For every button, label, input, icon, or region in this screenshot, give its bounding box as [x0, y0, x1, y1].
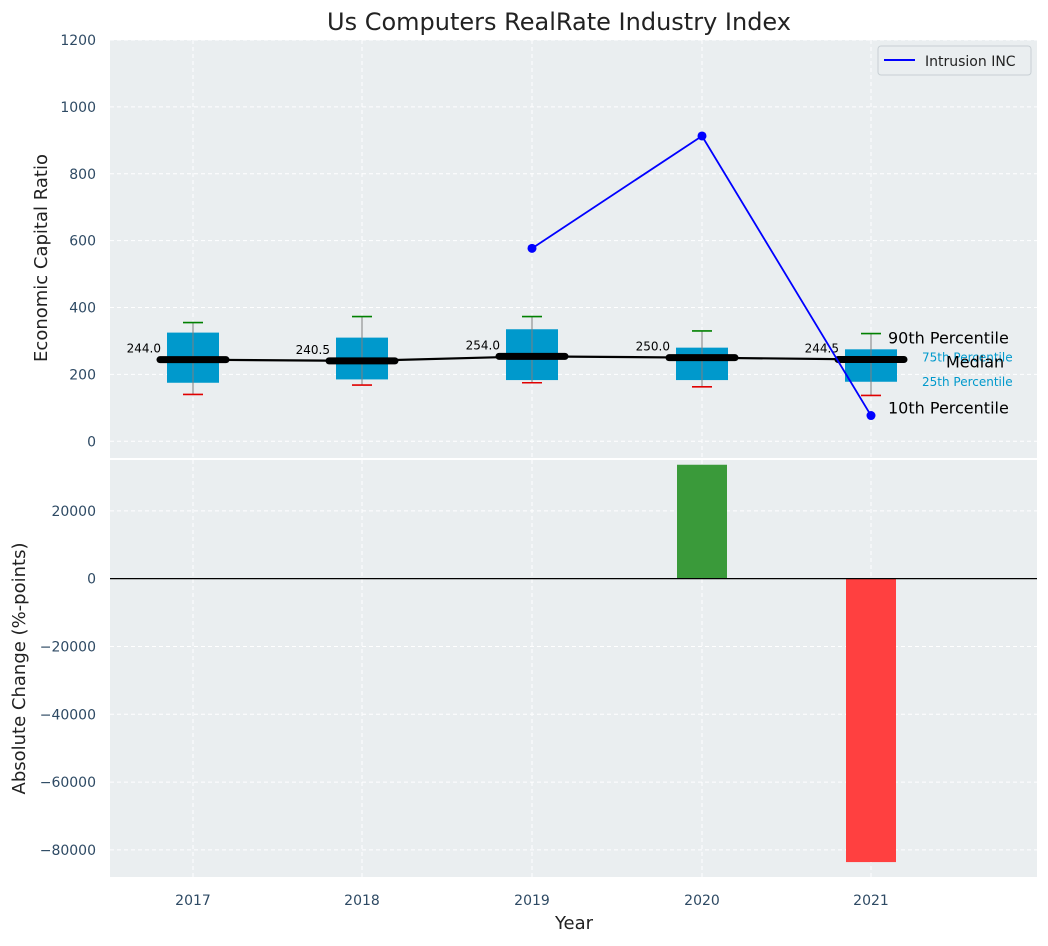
annotation-25th: 25th Percentile — [922, 375, 1013, 389]
chart-title: Us Computers RealRate Industry Index — [327, 8, 791, 36]
median-value-label: 240.5 — [296, 343, 330, 357]
legend-box — [877, 45, 1032, 76]
annotation-90th: 90th Percentile — [888, 329, 1009, 348]
median-trend-line — [192, 355, 872, 362]
top-y-tick-label: 400 — [69, 301, 96, 317]
bottom-y-tick-label: −60000 — [40, 775, 96, 791]
x-axis-label: Year — [554, 913, 594, 934]
x-tick-label: 2017 — [175, 893, 211, 909]
bottom-panel: −80000 −60000 −40000 −20000 0 20000 2017 2018 20… — [9, 460, 1037, 934]
series-point-intrusion-inc — [697, 131, 707, 141]
top-y-axis-label: Economic Capital Ratio — [31, 154, 52, 362]
bottom-plot-area — [110, 460, 1037, 877]
legend-label-intrusion-inc: Intrusion INC — [925, 54, 1016, 70]
x-tick-label: 2019 — [514, 893, 550, 909]
top-y-tick-label: 1000 — [60, 100, 96, 116]
bottom-y-tick-label: 20000 — [51, 504, 96, 520]
legend: Intrusion INC — [877, 45, 1032, 76]
annotation-10th: 10th Percentile — [888, 398, 1009, 417]
x-tick-label: 2021 — [853, 893, 889, 909]
x-tick-label: 2020 — [684, 893, 720, 909]
top-plot-area — [110, 40, 1037, 458]
bottom-y-tick-label: −80000 — [40, 843, 96, 859]
top-y-tick-label: 600 — [69, 234, 96, 250]
change-bar-2021 — [846, 578, 896, 863]
series-point-intrusion-inc — [527, 243, 537, 253]
top-y-tick-label: 0 — [87, 434, 96, 450]
top-y-tick-label: 800 — [69, 167, 96, 183]
bottom-y-tick-label: −20000 — [40, 639, 96, 655]
x-tick-label: 2018 — [344, 893, 380, 909]
top-y-tick-label: 200 — [69, 367, 96, 383]
bottom-y-tick-label: −40000 — [40, 707, 96, 723]
series-point-intrusion-inc — [866, 411, 876, 421]
annotation-median: Median — [946, 353, 1004, 372]
median-value-label: 254.0 — [466, 338, 500, 352]
bottom-y-tick-label: 0 — [87, 572, 96, 588]
bottom-y-axis-label: Absolute Change (%-points) — [9, 543, 30, 795]
top-y-tick-label: 1200 — [60, 33, 96, 49]
median-value-label: 250.0 — [636, 340, 670, 354]
median-value-label: 244.0 — [127, 342, 161, 356]
median-value-label: 244.5 — [805, 342, 839, 356]
annotation-75th: 75th Percentile — [922, 350, 1013, 364]
change-bar-2020 — [677, 464, 727, 579]
top-panel: 0 200 400 600 800 1000 1200 Economic Capital Ra… — [31, 33, 1037, 458]
